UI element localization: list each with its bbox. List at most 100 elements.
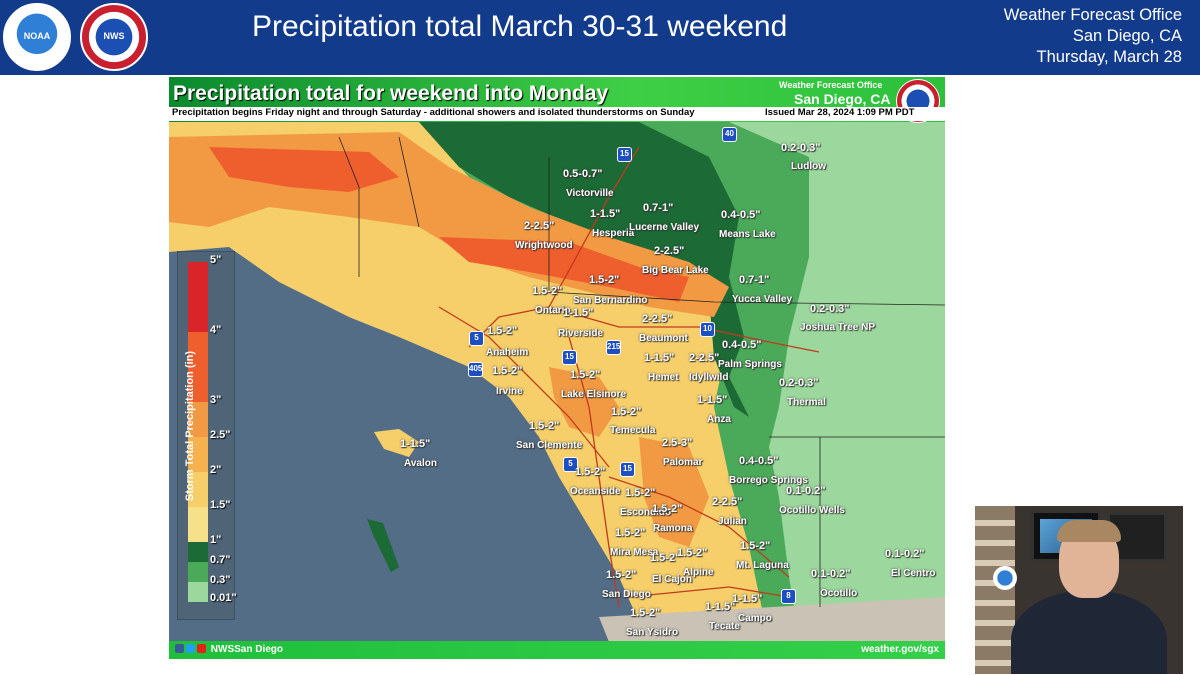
city-yucca: Yucca Valley bbox=[732, 294, 793, 305]
mountains-red-west bbox=[209, 147, 399, 192]
amount-means: 0.4-0.5" bbox=[721, 209, 761, 221]
issued-time: Issued Mar 28, 2024 1:09 PM PDT bbox=[765, 107, 915, 118]
map-subtitle-bar: Precipitation begins Friday night and th… bbox=[169, 107, 945, 121]
mountains-red-sanbern bbox=[439, 237, 689, 302]
twitter-icon bbox=[186, 644, 195, 653]
i10-shield-icon: 10 bbox=[700, 322, 715, 337]
i5-shield-icon: 5 bbox=[469, 331, 484, 346]
amount-ocotillo: 0.1-0.2" bbox=[811, 568, 851, 580]
city-alpine: Alpine bbox=[683, 567, 714, 578]
city-irvine: Irvine bbox=[496, 386, 523, 397]
amount-lucerne: 0.7-1" bbox=[643, 202, 674, 214]
i405-shield-icon: 405 bbox=[468, 362, 483, 377]
city-beaumont: Beaumont bbox=[639, 333, 688, 344]
mountains-orange-south bbox=[549, 367, 619, 437]
nws-logo-icon: NWS bbox=[80, 3, 148, 71]
city-mtlaguna: Mt. Laguna bbox=[736, 560, 789, 571]
amount-borrego: 0.4-0.5" bbox=[739, 455, 779, 467]
amount-hemet: 1-1.5" bbox=[644, 352, 675, 364]
city-anaheim: Anaheim bbox=[486, 347, 529, 358]
presenter-hair bbox=[1057, 520, 1121, 542]
highway-lines bbox=[438, 146, 820, 608]
i215-shield-icon: 215 bbox=[606, 340, 621, 355]
map-footer: NWSSan Diego weather.gov/sgx bbox=[169, 641, 945, 659]
office-info: Weather Forecast Office San Diego, CA Th… bbox=[1004, 5, 1182, 68]
map-title: Precipitation total for weekend into Mon… bbox=[173, 82, 609, 105]
city-ocotillowells: Ocotillo Wells bbox=[779, 505, 845, 516]
city-lucerne: Lucerne Valley bbox=[629, 222, 700, 233]
amount-anza: 1-1.5" bbox=[697, 394, 728, 406]
amount-ludlow: 0.2-0.3" bbox=[781, 142, 821, 154]
legend-tick-5: 5" bbox=[210, 254, 222, 266]
city-riverside: Riverside bbox=[558, 328, 604, 339]
city-sanclemente: San Clemente bbox=[516, 440, 583, 451]
legend-tick-1: 1" bbox=[210, 534, 222, 546]
city-victorville: Victorville bbox=[566, 188, 614, 199]
city-temecula: Temecula bbox=[610, 425, 656, 436]
city-thermal: Thermal bbox=[787, 397, 826, 408]
bookshelf bbox=[975, 506, 1015, 674]
amount-alpine: 1.5-2" bbox=[677, 547, 708, 559]
amount-victorville: 0.5-0.7" bbox=[563, 168, 603, 180]
legend-tick-2-5: 2.5" bbox=[210, 429, 231, 441]
legend-title: Storm Total Precipitation (in) bbox=[184, 350, 196, 502]
amount-anaheim: 1.5-2" bbox=[487, 325, 518, 337]
facebook-icon bbox=[175, 644, 184, 653]
mexico-region bbox=[599, 597, 945, 642]
city-bigbear: Big Bear Lake bbox=[642, 265, 709, 276]
nws-logo-text: NWS bbox=[103, 31, 125, 41]
office-name: Weather Forecast Office bbox=[1003, 6, 1182, 24]
city-elcentro: El Centro bbox=[891, 568, 936, 579]
mountains-orange-sd bbox=[639, 437, 709, 547]
social-handle-text: NWSSan Diego bbox=[210, 644, 284, 655]
slide-title: Precipitation total March 30-31 weekend bbox=[252, 10, 788, 43]
amount-hesperia: 1-1.5" bbox=[590, 208, 621, 220]
city-avalon: Avalon bbox=[404, 458, 437, 469]
city-ocotillo: Ocotillo bbox=[820, 588, 858, 599]
amount-beaumont: 2-2.5" bbox=[642, 313, 673, 325]
city-wrightwood: Wrightwood bbox=[515, 240, 573, 251]
desert-dark-green bbox=[419, 122, 749, 417]
i15-shield-3-icon: 15 bbox=[620, 462, 635, 477]
city-palmsprings: Palm Springs bbox=[718, 359, 782, 370]
city-hemet: Hemet bbox=[648, 372, 679, 383]
desert-light-green bbox=[419, 122, 945, 642]
city-escondido: Escondido bbox=[620, 507, 672, 518]
noaa-logo-text: NOAA bbox=[23, 31, 51, 41]
city-borrego: Borrego Springs bbox=[729, 475, 808, 486]
amount-escondido: 1.5-2" bbox=[625, 487, 656, 499]
amount-avalon: 1-1.5" bbox=[400, 438, 431, 450]
amount-miramesa: 1.5-2" bbox=[615, 527, 646, 539]
amount-irvine: 1.5-2" bbox=[492, 365, 523, 377]
i40-shield-icon: 40 bbox=[722, 127, 737, 142]
city-elsinore: Lake Elsinore bbox=[561, 389, 627, 400]
slide-header: NOAA NWS Precipitation total March 30-31… bbox=[0, 0, 1200, 75]
legend-tick-3: 3" bbox=[210, 394, 222, 406]
amount-sanclemente: 1.5-2" bbox=[529, 420, 560, 432]
amount-palmsprings: 0.4-0.5" bbox=[722, 339, 762, 351]
amount-thermal: 0.2-0.3" bbox=[779, 377, 819, 389]
amount-elcajon: 1.5-2" bbox=[650, 552, 681, 564]
amount-yucca: 0.7-1" bbox=[739, 274, 770, 286]
city-anza: Anza bbox=[707, 414, 731, 425]
amount-sanysidro: 1.5-2" bbox=[630, 607, 661, 619]
amount-ramona: 1.5-2" bbox=[652, 503, 683, 515]
noaa-logo-icon: NOAA bbox=[3, 3, 71, 71]
city-joshua: Joshua Tree NP bbox=[800, 322, 876, 333]
city-idyllwild: Idyllwild bbox=[689, 372, 729, 383]
map-header: Precipitation total for weekend into Mon… bbox=[169, 77, 945, 123]
city-tecate: Tecate bbox=[709, 621, 740, 632]
amount-ocotillowells: 0.1-0.2" bbox=[786, 485, 826, 497]
san-clemente-island bbox=[367, 519, 399, 572]
precip-legend: Storm Total Precipitation (in) 5" 4" 3" … bbox=[177, 251, 237, 620]
city-ludlow: Ludlow bbox=[791, 161, 826, 172]
amount-elsinore: 1.5-2" bbox=[570, 369, 601, 381]
city-means: Means Lake bbox=[719, 229, 776, 240]
office-date: Thursday, March 28 bbox=[1036, 48, 1182, 66]
social-handles: NWSSan Diego bbox=[175, 644, 283, 655]
legend-tick-2: 2" bbox=[210, 464, 222, 476]
legend-tick-0-7: 0.7" bbox=[210, 554, 231, 566]
i5-shield-2-icon: 5 bbox=[563, 457, 578, 472]
city-sanbern: San Bernardino bbox=[573, 295, 648, 306]
amount-riverside: 1-1.5" bbox=[563, 307, 594, 319]
